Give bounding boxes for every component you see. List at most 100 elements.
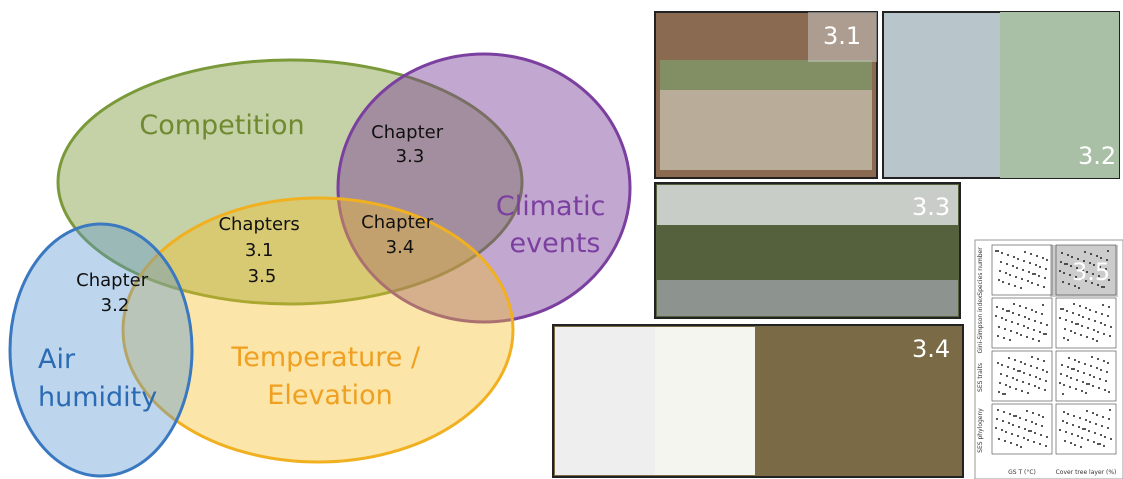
decor-dot: [1004, 328, 1006, 330]
decor-dot: [1079, 305, 1081, 307]
decor-dot: [1096, 340, 1098, 342]
decor-dot: [1032, 338, 1034, 340]
decor-dot: [1107, 362, 1109, 364]
decor-dot: [1101, 313, 1103, 315]
decor-dot: [1039, 266, 1041, 268]
decor-dot: [1062, 308, 1064, 310]
decor-dot: [1085, 307, 1087, 309]
decor-dot: [1008, 422, 1010, 424]
decor-dot: [1009, 339, 1011, 341]
decor-dot: [1001, 317, 1003, 319]
decor-dot: [1028, 271, 1030, 273]
decor-dot: [1014, 285, 1016, 287]
decor-dot: [1009, 274, 1011, 276]
decor-dot: [1031, 421, 1033, 423]
decor-dot: [1066, 310, 1068, 312]
decor-dot: [997, 362, 999, 364]
decor-dot: [1034, 320, 1036, 322]
decor-dot: [1025, 307, 1027, 309]
decor-dot: [1033, 329, 1035, 331]
decor-dot: [1064, 328, 1066, 330]
decor-dot: [997, 250, 999, 252]
decor-dot: [1059, 270, 1061, 272]
decor-dot: [1020, 334, 1022, 336]
decor-dot: [1046, 371, 1048, 373]
decor-dot: [1086, 383, 1088, 385]
decor-dot: [1103, 445, 1105, 447]
decor-dot: [1059, 429, 1061, 431]
decor-dot: [1034, 273, 1036, 275]
photo-detail: [555, 327, 655, 475]
decor-dot: [1069, 274, 1071, 276]
decor-dot: [1097, 331, 1099, 333]
y-axis-label: SES traits: [977, 363, 984, 392]
decor-dot: [1000, 261, 1002, 263]
decor-dot: [1003, 337, 1005, 339]
decor-dot: [1040, 322, 1042, 324]
decor-dot: [1013, 256, 1015, 258]
decor-dot: [1088, 383, 1090, 385]
decor-dot: [1103, 286, 1105, 288]
decor-dot: [1064, 263, 1066, 265]
decor-dot: [1038, 387, 1040, 389]
decor-dot: [1096, 255, 1098, 257]
decor-dot: [1099, 378, 1101, 380]
decor-dot: [1039, 331, 1041, 333]
decor-dot: [1006, 310, 1008, 312]
y-axis-label: Gini-Simpson index: [977, 295, 984, 353]
decor-dot: [1039, 378, 1041, 380]
y-axis-label: SES phylogeny: [977, 408, 984, 453]
decor-dot: [1099, 443, 1101, 445]
decor-dot: [1067, 413, 1069, 415]
x-axis-label: GS T (°C): [1008, 469, 1036, 476]
set-label-line: Elevation: [267, 380, 392, 411]
decor-dot: [1107, 315, 1109, 317]
decor-dot: [1045, 380, 1047, 382]
decor-dot: [1042, 369, 1044, 371]
decor-dot: [1017, 323, 1019, 325]
decor-dot: [1036, 255, 1038, 257]
decor-dot: [1100, 322, 1102, 324]
decor-dot: [1043, 360, 1045, 362]
decor-dot: [1067, 366, 1069, 368]
decor-dot: [1038, 340, 1040, 342]
decor-dot: [1011, 321, 1013, 323]
decor-dot: [1016, 379, 1018, 381]
decor-dot: [1046, 259, 1048, 261]
decor-dot: [1001, 429, 1003, 431]
chapter-line: 3.3: [396, 146, 425, 167]
decor-dot: [1028, 383, 1030, 385]
decor-dot: [1097, 443, 1099, 445]
decor-dot: [1108, 306, 1110, 308]
decor-dot: [1089, 309, 1091, 311]
decor-dot: [1094, 432, 1096, 434]
decor-dot: [1026, 410, 1028, 412]
decor-dot: [1064, 440, 1066, 442]
decor-dot: [1009, 413, 1011, 415]
decor-dot: [997, 335, 999, 337]
decor-dot: [1070, 377, 1072, 379]
decor-dot: [1106, 371, 1108, 373]
decor-dot: [998, 391, 1000, 393]
decor-dot: [1038, 414, 1040, 416]
chapter-line: 3.4: [386, 237, 415, 258]
decor-dot: [1089, 374, 1091, 376]
decor-dot: [1024, 316, 1026, 318]
decor-dot: [1091, 356, 1093, 358]
chapter-line: 3.1: [245, 240, 274, 261]
decor-dot: [1037, 358, 1039, 360]
decor-dot: [1092, 338, 1094, 340]
decor-dot: [1109, 335, 1111, 337]
decor-dot: [1040, 434, 1042, 436]
decor-dot: [1082, 428, 1084, 430]
decor-dot: [1032, 412, 1034, 414]
decor-dot: [1045, 268, 1047, 270]
photo-label: 3.1: [823, 22, 861, 50]
decor-dot: [1081, 390, 1083, 392]
decor-dot: [1060, 308, 1062, 310]
decor-dot: [1098, 387, 1100, 389]
decor-dot: [1081, 437, 1083, 439]
decor-dot: [1100, 369, 1102, 371]
decor-dot: [1059, 382, 1061, 384]
chapter-line: Chapter: [361, 212, 434, 233]
